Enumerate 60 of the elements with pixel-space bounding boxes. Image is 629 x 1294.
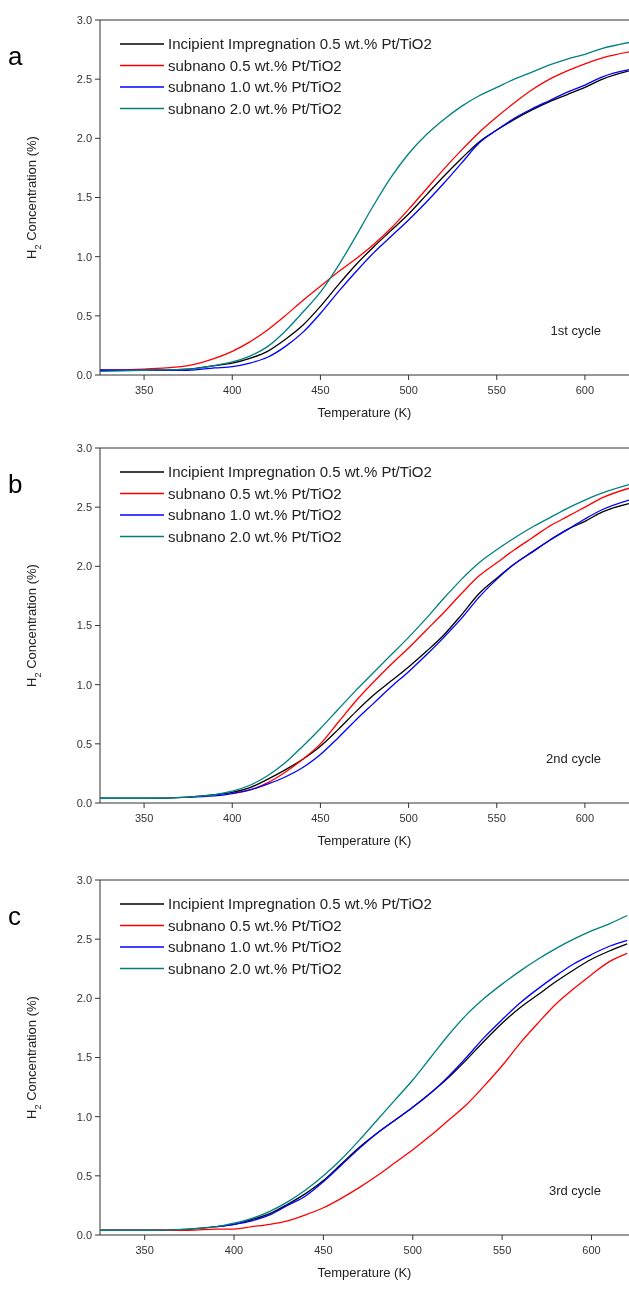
y-tick-label: 3.0 (76, 441, 92, 454)
legend-label: subnano 1.0 wt.% Pt/TiO2 (168, 938, 342, 956)
x-tick-label: 400 (223, 812, 242, 824)
x-tick-label: 400 (223, 384, 242, 396)
text: c (8, 901, 21, 931)
y-tick-label: 1.5 (76, 1051, 92, 1064)
annotation: 3rd cycle (548, 1183, 601, 1198)
y-tick-label: 1.5 (76, 619, 92, 632)
legend-label: subnano 2.0 wt.% Pt/TiO2 (168, 959, 342, 977)
legend-label: subnano 2.0 wt.% Pt/TiO2 (168, 99, 342, 117)
legend-label: subnano 0.5 wt.% Pt/TiO2 (168, 56, 342, 74)
x-tick-label: 600 (575, 812, 595, 824)
x-axis-title: Temperature (K) (317, 1265, 412, 1280)
legend-label: subnano 1.0 wt.% Pt/TiO2 (168, 78, 342, 96)
x-tick-label: 500 (399, 384, 418, 396)
x-tick-label: 450 (311, 384, 330, 396)
legend-label: Incipient Impregnation 0.5 wt.% Pt/TiO2 (168, 35, 432, 53)
legend-label: subnano 2.0 wt.% Pt/TiO2 (168, 527, 342, 545)
legend-label: Incipient Impregnation 0.5 wt.% Pt/TiO2 (168, 895, 432, 913)
y-tick-label: 0.0 (76, 1228, 92, 1241)
y-tick-label: 2.5 (76, 933, 92, 946)
x-tick-label: 550 (487, 812, 506, 824)
text: a (8, 41, 23, 71)
y-tick-label: 2.5 (76, 501, 92, 514)
x-axis-title: Temperature (K) (317, 405, 412, 420)
annotation: 2nd cycle (546, 751, 601, 766)
text: b (8, 469, 23, 499)
y-tick-label: 2.0 (76, 992, 92, 1005)
y-tick-label: 1.0 (76, 678, 92, 691)
legend-label: subnano 0.5 wt.% Pt/TiO2 (168, 484, 342, 502)
y-tick-label: 0.0 (76, 796, 92, 809)
y-tick-label: 2.5 (76, 73, 92, 86)
x-tick-label: 450 (314, 1244, 333, 1256)
x-tick-label: 350 (135, 1244, 154, 1256)
y-tick-label: 2.0 (76, 560, 92, 573)
legend-label: Incipient Impregnation 0.5 wt.% Pt/TiO2 (168, 463, 432, 481)
y-tick-label: 0.5 (76, 737, 92, 750)
legend-label: subnano 1.0 wt.% Pt/TiO2 (168, 506, 342, 524)
y-tick-label: 1.0 (76, 1110, 92, 1123)
y-tick-label: 2.0 (76, 132, 92, 145)
y-tick-label: 0.0 (76, 368, 92, 381)
y-tick-label: 3.0 (76, 13, 92, 26)
x-tick-label: 350 (134, 384, 154, 396)
annotation: 1st cycle (550, 323, 601, 338)
x-tick-label: 550 (487, 384, 506, 396)
y-tick-label: 1.5 (76, 191, 92, 204)
y-tick-label: 3.0 (76, 873, 92, 886)
y-tick-label: 1.0 (76, 250, 92, 263)
legend-label: subnano 0.5 wt.% Pt/TiO2 (168, 916, 342, 934)
x-tick-label: 500 (403, 1244, 422, 1256)
x-tick-label: 400 (224, 1244, 244, 1256)
x-tick-label: 350 (134, 812, 154, 824)
x-tick-label: 500 (399, 812, 418, 824)
x-axis-title: Temperature (K) (317, 833, 412, 848)
x-tick-label: 600 (582, 1244, 601, 1256)
x-tick-label: 600 (575, 384, 595, 396)
y-tick-label: 0.5 (76, 1169, 92, 1182)
x-tick-label: 550 (492, 1244, 512, 1256)
y-tick-label: 0.5 (76, 309, 92, 322)
x-tick-label: 450 (311, 812, 330, 824)
